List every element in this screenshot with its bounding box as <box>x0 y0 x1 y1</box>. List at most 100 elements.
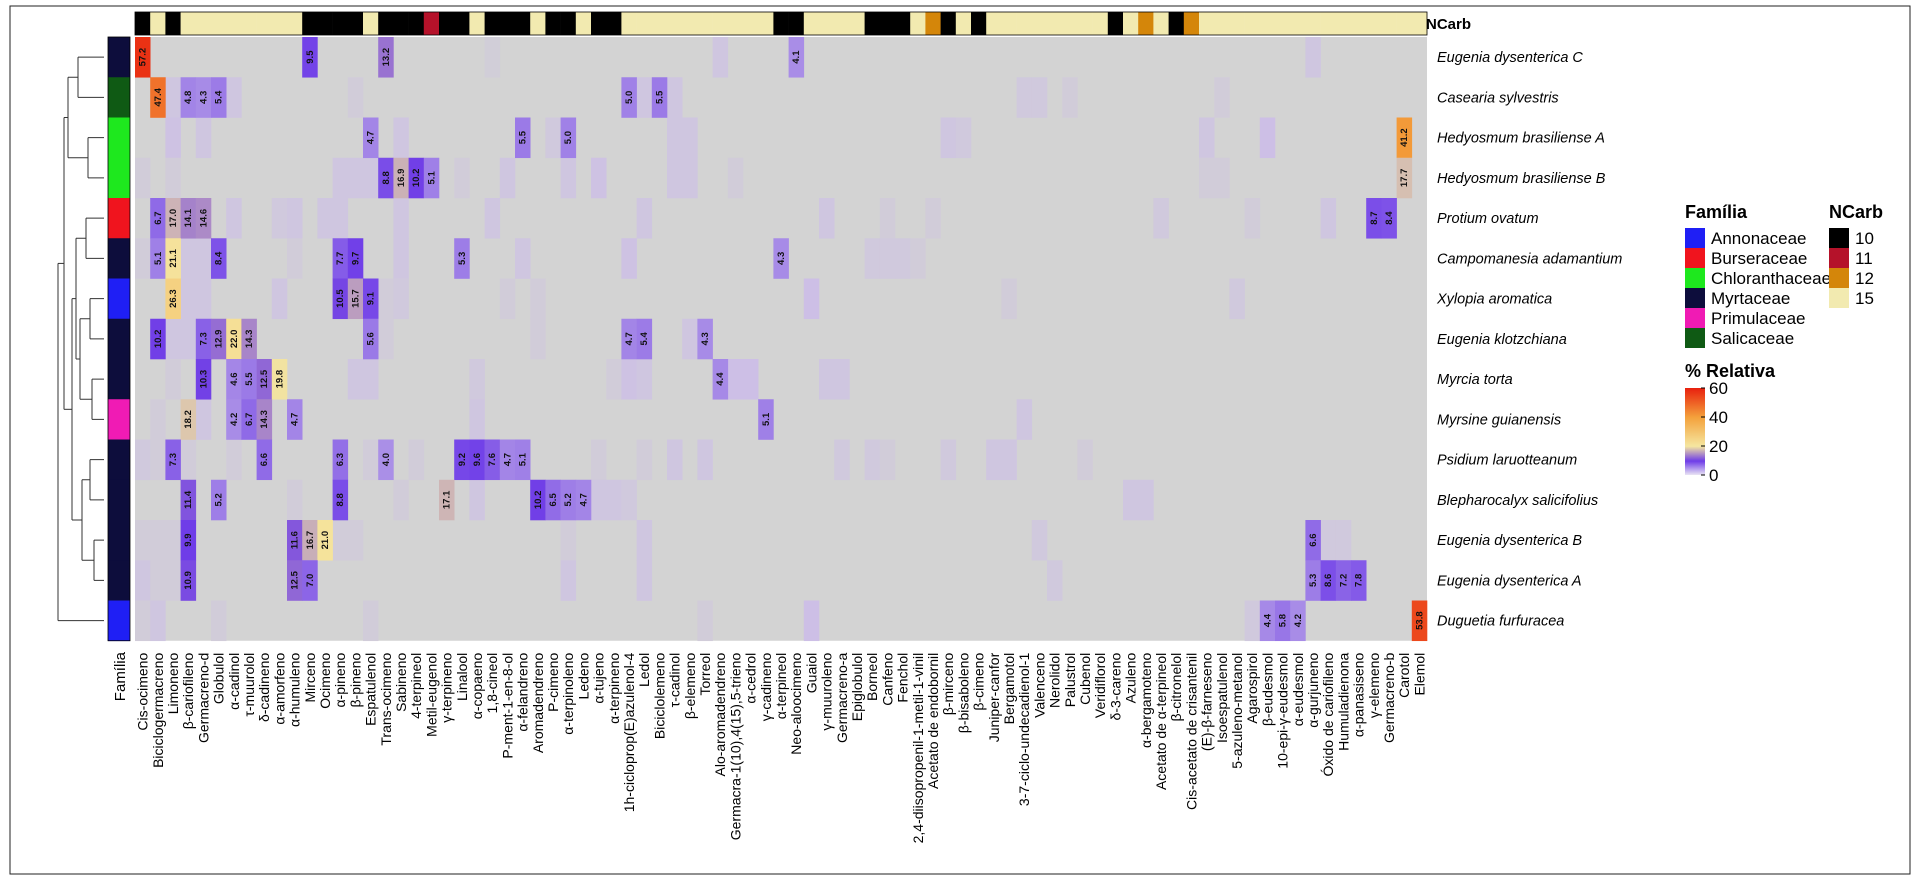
cell-value-label: 5.5 <box>518 130 529 144</box>
compound-label: Óxido de cariofileno <box>1320 653 1336 777</box>
familia-cell <box>108 399 130 440</box>
cell-value-label: 5.4 <box>639 332 650 346</box>
cell-value-label: 8.6 <box>1323 574 1334 587</box>
familia-cell <box>108 601 130 642</box>
cell-value-label: 4.7 <box>366 131 377 144</box>
cell-value-label: 5.2 <box>563 493 574 506</box>
heatmap-cell <box>196 399 212 440</box>
ncarb-cell <box>272 12 288 35</box>
cell-value-label: 5.1 <box>761 412 772 426</box>
compound-label: Veridiflorol <box>1092 653 1108 718</box>
compound-label: α-pineno <box>332 653 348 708</box>
familia-cell <box>108 520 130 561</box>
heatmap-cell <box>333 520 349 561</box>
heatmap-cell <box>226 198 242 239</box>
heatmap-cell <box>181 440 197 481</box>
heatmap-cell <box>226 440 242 481</box>
cell-value-label: 21.0 <box>320 531 331 550</box>
ncarb-cell <box>515 12 531 35</box>
cell-value-label: 4.1 <box>791 50 802 64</box>
heatmap-cell <box>697 601 713 642</box>
compound-label: γ-terpineno <box>439 653 455 723</box>
ncarb-cell <box>819 12 835 35</box>
ncarb-legend-title: NCarb <box>1829 202 1883 222</box>
familia-cell <box>108 359 130 400</box>
ncarb-cell <box>804 12 820 35</box>
sample-label: Protium ovatum <box>1437 211 1539 227</box>
heatmap-cell <box>515 238 531 279</box>
heatmap-cell <box>348 77 364 118</box>
heatmap-cell <box>621 359 637 400</box>
compound-label: Torreol <box>697 653 713 696</box>
cell-value-label: 6.7 <box>244 413 255 426</box>
compound-label: τ-muurolol <box>241 653 257 717</box>
ncarb-legend-swatch <box>1829 268 1849 288</box>
heatmap-cell <box>667 77 683 118</box>
heatmap-cell <box>728 359 744 400</box>
heatmap-cell <box>697 440 713 481</box>
compound-label: Palustrol <box>1062 653 1078 707</box>
heatmap-cell <box>895 238 911 279</box>
cell-value-label: 5.6 <box>366 332 377 345</box>
compound-label: Globulol <box>211 653 227 704</box>
ncarb-cell <box>682 12 698 35</box>
ncarb-cell <box>880 12 896 35</box>
cell-value-label: 9.9 <box>183 534 194 547</box>
ncarb-cell <box>1412 12 1428 35</box>
ncarb-cell <box>135 12 151 35</box>
compound-label: Agarospirol <box>1244 653 1260 724</box>
heatmap-cell <box>804 279 820 320</box>
heatmap-cell <box>363 359 379 400</box>
familia-cell <box>108 198 130 239</box>
ncarb-cell <box>773 12 789 35</box>
ncarb-cell <box>393 12 409 35</box>
ncarb-cell <box>1275 12 1291 35</box>
heatmap-cell <box>910 238 926 279</box>
compound-label: δ-cadineno <box>256 653 272 722</box>
heatmap-cell <box>591 158 607 199</box>
heatmap-cell <box>1199 118 1215 159</box>
heatmap-cell <box>363 158 379 199</box>
heatmap-cell <box>317 198 333 239</box>
cell-value-label: 14.3 <box>259 410 270 429</box>
cell-value-label: 9.2 <box>457 453 468 466</box>
cell-value-label: 8.8 <box>335 493 346 506</box>
heatmap-cell <box>637 440 653 481</box>
heatmap-cell <box>181 319 197 360</box>
heatmap-cell <box>1017 399 1033 440</box>
compound-label: Espatulenol <box>363 653 379 726</box>
cell-value-label: 11.4 <box>183 490 194 509</box>
ncarb-cell <box>743 12 759 35</box>
cell-value-label: 7.0 <box>305 574 316 587</box>
compound-label: 1h-cicloprop(E)azulenol-4 <box>621 653 637 813</box>
scale-gradient-bar <box>1685 388 1705 475</box>
compound-label: Neo-aloocimeno <box>788 653 804 755</box>
heatmap-cell <box>667 118 683 159</box>
compound-label: Sabineno <box>393 653 409 712</box>
ncarb-row-label: NCarb <box>1426 16 1471 33</box>
compound-label: Linalool <box>454 653 470 701</box>
compound-label: Germacreno-a <box>834 653 850 743</box>
ncarb-cell <box>226 12 242 35</box>
heatmap-cell <box>591 480 607 521</box>
familia-legend-label: Annonaceae <box>1711 229 1806 248</box>
sample-label: Eugenia klotzchiana <box>1437 332 1567 348</box>
cell-value-label: 10.2 <box>411 169 422 188</box>
compound-label: γ-cadineno <box>758 653 774 722</box>
heatmap-cell <box>393 238 409 279</box>
cell-value-label: 26.3 <box>168 289 179 308</box>
heatmap-cell <box>880 238 896 279</box>
heatmap-cell <box>1032 520 1048 561</box>
ncarb-cell <box>895 12 911 35</box>
cell-value-label: 6.7 <box>153 212 164 225</box>
compound-label: Guaiol <box>803 653 819 693</box>
cell-value-label: 5.3 <box>1308 574 1319 587</box>
compound-label: Ledol <box>636 653 652 687</box>
heatmap-grid <box>135 37 1427 641</box>
heatmap-cell <box>1077 440 1093 481</box>
cell-value-label: 12.9 <box>214 330 225 349</box>
cell-value-label: 7.8 <box>1354 574 1365 587</box>
heatmap-cell <box>181 238 197 279</box>
sample-label: Casearia sylvestris <box>1437 90 1559 106</box>
heatmap-cell <box>561 520 577 561</box>
